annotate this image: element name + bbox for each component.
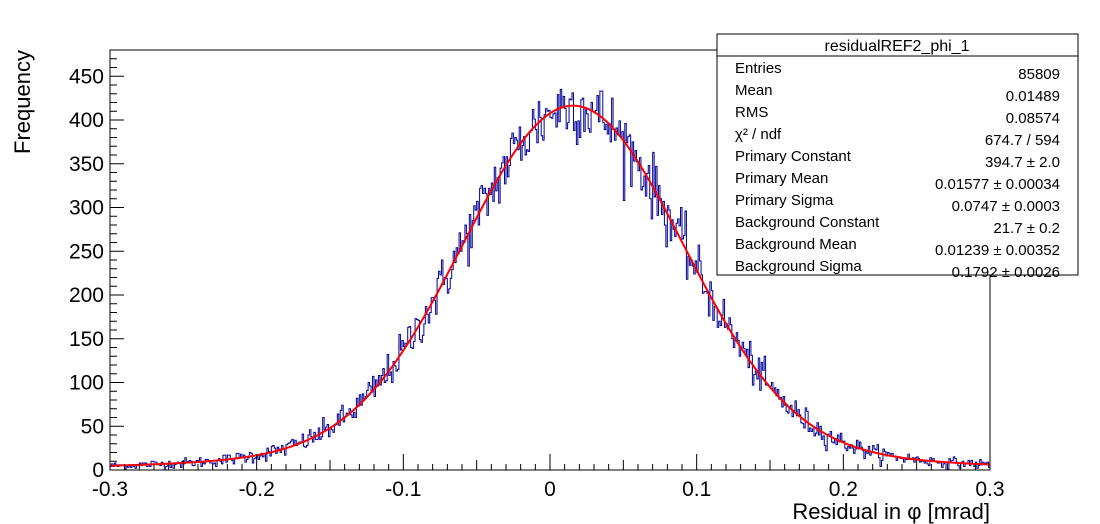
x-tick-label: 0	[544, 478, 556, 501]
stats-row-label: Primary Constant	[735, 148, 852, 165]
stats-row-value: 85809	[1018, 66, 1060, 83]
y-tick-label: 450	[69, 65, 104, 88]
x-axis: -0.3 -0.2 -0.1 0 0.1 0.2 0.3	[92, 454, 1005, 501]
x-axis-title-suffix: [mrad]	[922, 499, 990, 524]
stats-row-label: Background Constant	[735, 214, 880, 231]
x-tick-label: -0.2	[239, 478, 275, 501]
x-tick-label: -0.1	[385, 478, 421, 501]
y-tick-label: 0	[92, 459, 104, 482]
stats-row-value: 0.01239 ± 0.00352	[935, 242, 1060, 259]
y-tick-label: 250	[69, 240, 104, 263]
stats-row-value: 394.7 ± 2.0	[985, 154, 1060, 171]
x-tick-label: 0.1	[682, 478, 711, 501]
stats-row-value: 0.1792 ± 0.0026	[952, 264, 1060, 281]
x-axis-title-prefix: Residual in	[792, 499, 907, 524]
stats-row-value: 0.01489	[1006, 88, 1060, 105]
stats-row-label: Entries	[735, 60, 782, 77]
stats-row-value: 0.0747 ± 0.0003	[952, 198, 1060, 215]
stats-row-value: 21.7 ± 0.2	[993, 220, 1060, 237]
y-tick-label: 100	[69, 372, 104, 395]
y-axis-title: Frequency	[10, 50, 35, 154]
stats-box-frame	[716, 33, 1079, 276]
y-axis: 0 50 100 150 200 250 300 350 400 450	[69, 49, 124, 482]
y-tick-label: 300	[69, 197, 104, 220]
x-tick-label: -0.3	[92, 478, 128, 501]
x-tick-label: 0.2	[829, 478, 858, 501]
stats-row-label: RMS	[735, 104, 768, 121]
y-tick-label: 350	[69, 153, 104, 176]
stats-row-label: Mean	[735, 82, 773, 99]
stats-row-label: Primary Mean	[735, 170, 828, 187]
stats-row-value: 0.01577 ± 0.00034	[935, 176, 1060, 193]
x-axis-title: Residual in φ [mrad]	[792, 499, 990, 524]
y-tick-label: 400	[69, 109, 104, 132]
stats-row-label: χ² / ndf	[735, 126, 782, 143]
x-tick-label: 0.3	[975, 478, 1004, 501]
y-tick-label: 50	[81, 415, 104, 438]
stats-row-label: Primary Sigma	[735, 192, 834, 209]
y-tick-label: 150	[69, 328, 104, 351]
stats-box: residualREF2_phi_1 Entries 85809 Mean 0.014…	[716, 33, 1079, 281]
stats-row-label: Background Sigma	[735, 258, 862, 275]
y-tick-label: 200	[69, 284, 104, 307]
stats-box-title: residualREF2_phi_1	[825, 38, 970, 55]
phi-symbol: φ	[907, 499, 921, 524]
stats-row-label: Background Mean	[735, 236, 857, 253]
stats-row-value: 674.7 / 594	[985, 132, 1060, 149]
stats-row-value: 0.08574	[1006, 110, 1060, 127]
stats-rows: Entries 85809 Mean 0.01489 RMS 0.08574 χ² / nd…	[735, 60, 1060, 281]
